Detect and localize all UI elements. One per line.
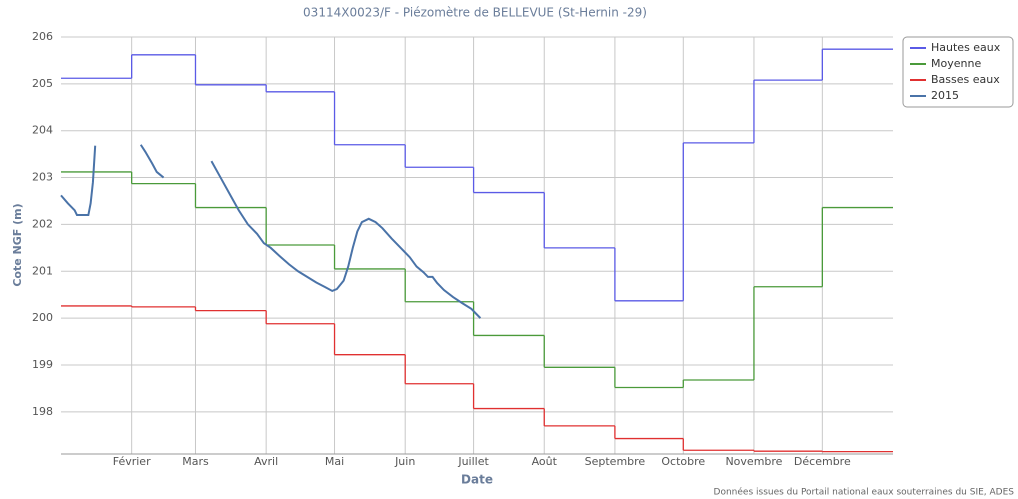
x-tick-label: Octobre xyxy=(661,455,705,468)
legend-box xyxy=(902,36,1014,108)
y-tick-label: 206 xyxy=(32,30,53,43)
x-tick-label: Juin xyxy=(394,455,415,468)
x-tick-label: Juillet xyxy=(457,455,489,468)
x-tick-label: Août xyxy=(532,455,558,468)
y-axis-label: Cote NGF (m) xyxy=(11,203,24,286)
y-tick-label: 205 xyxy=(32,77,53,90)
y-tick-label: 199 xyxy=(32,358,53,371)
y-tick-label: 200 xyxy=(32,311,53,324)
y-tick-label: 198 xyxy=(32,405,53,418)
y-tick-label: 201 xyxy=(32,264,53,277)
legend-label: Basses eaux xyxy=(931,73,1000,86)
x-tick-label: Février xyxy=(113,455,151,468)
x-tick-label: Mars xyxy=(182,455,209,468)
y-tick-label: 203 xyxy=(32,171,53,184)
x-tick-label: Avril xyxy=(254,455,278,468)
x-tick-label: Mai xyxy=(325,455,344,468)
legend-label: Hautes eaux xyxy=(931,41,1001,54)
x-tick-label: Décembre xyxy=(794,455,851,468)
y-tick-label: 204 xyxy=(32,124,53,137)
x-tick-label: Septembre xyxy=(585,455,646,468)
series-line xyxy=(60,144,482,319)
legend-label: 2015 xyxy=(931,89,959,102)
y-tick-label: 202 xyxy=(32,217,53,230)
x-axis-label: Date xyxy=(461,473,493,487)
x-tick-label: Novembre xyxy=(725,455,782,468)
chart-title: 03114X0023/F - Piézomètre de BELLEVUE (S… xyxy=(303,6,647,20)
credits: Données issues du Portail national eaux … xyxy=(714,487,1015,498)
legend-label: Moyenne xyxy=(931,57,981,70)
